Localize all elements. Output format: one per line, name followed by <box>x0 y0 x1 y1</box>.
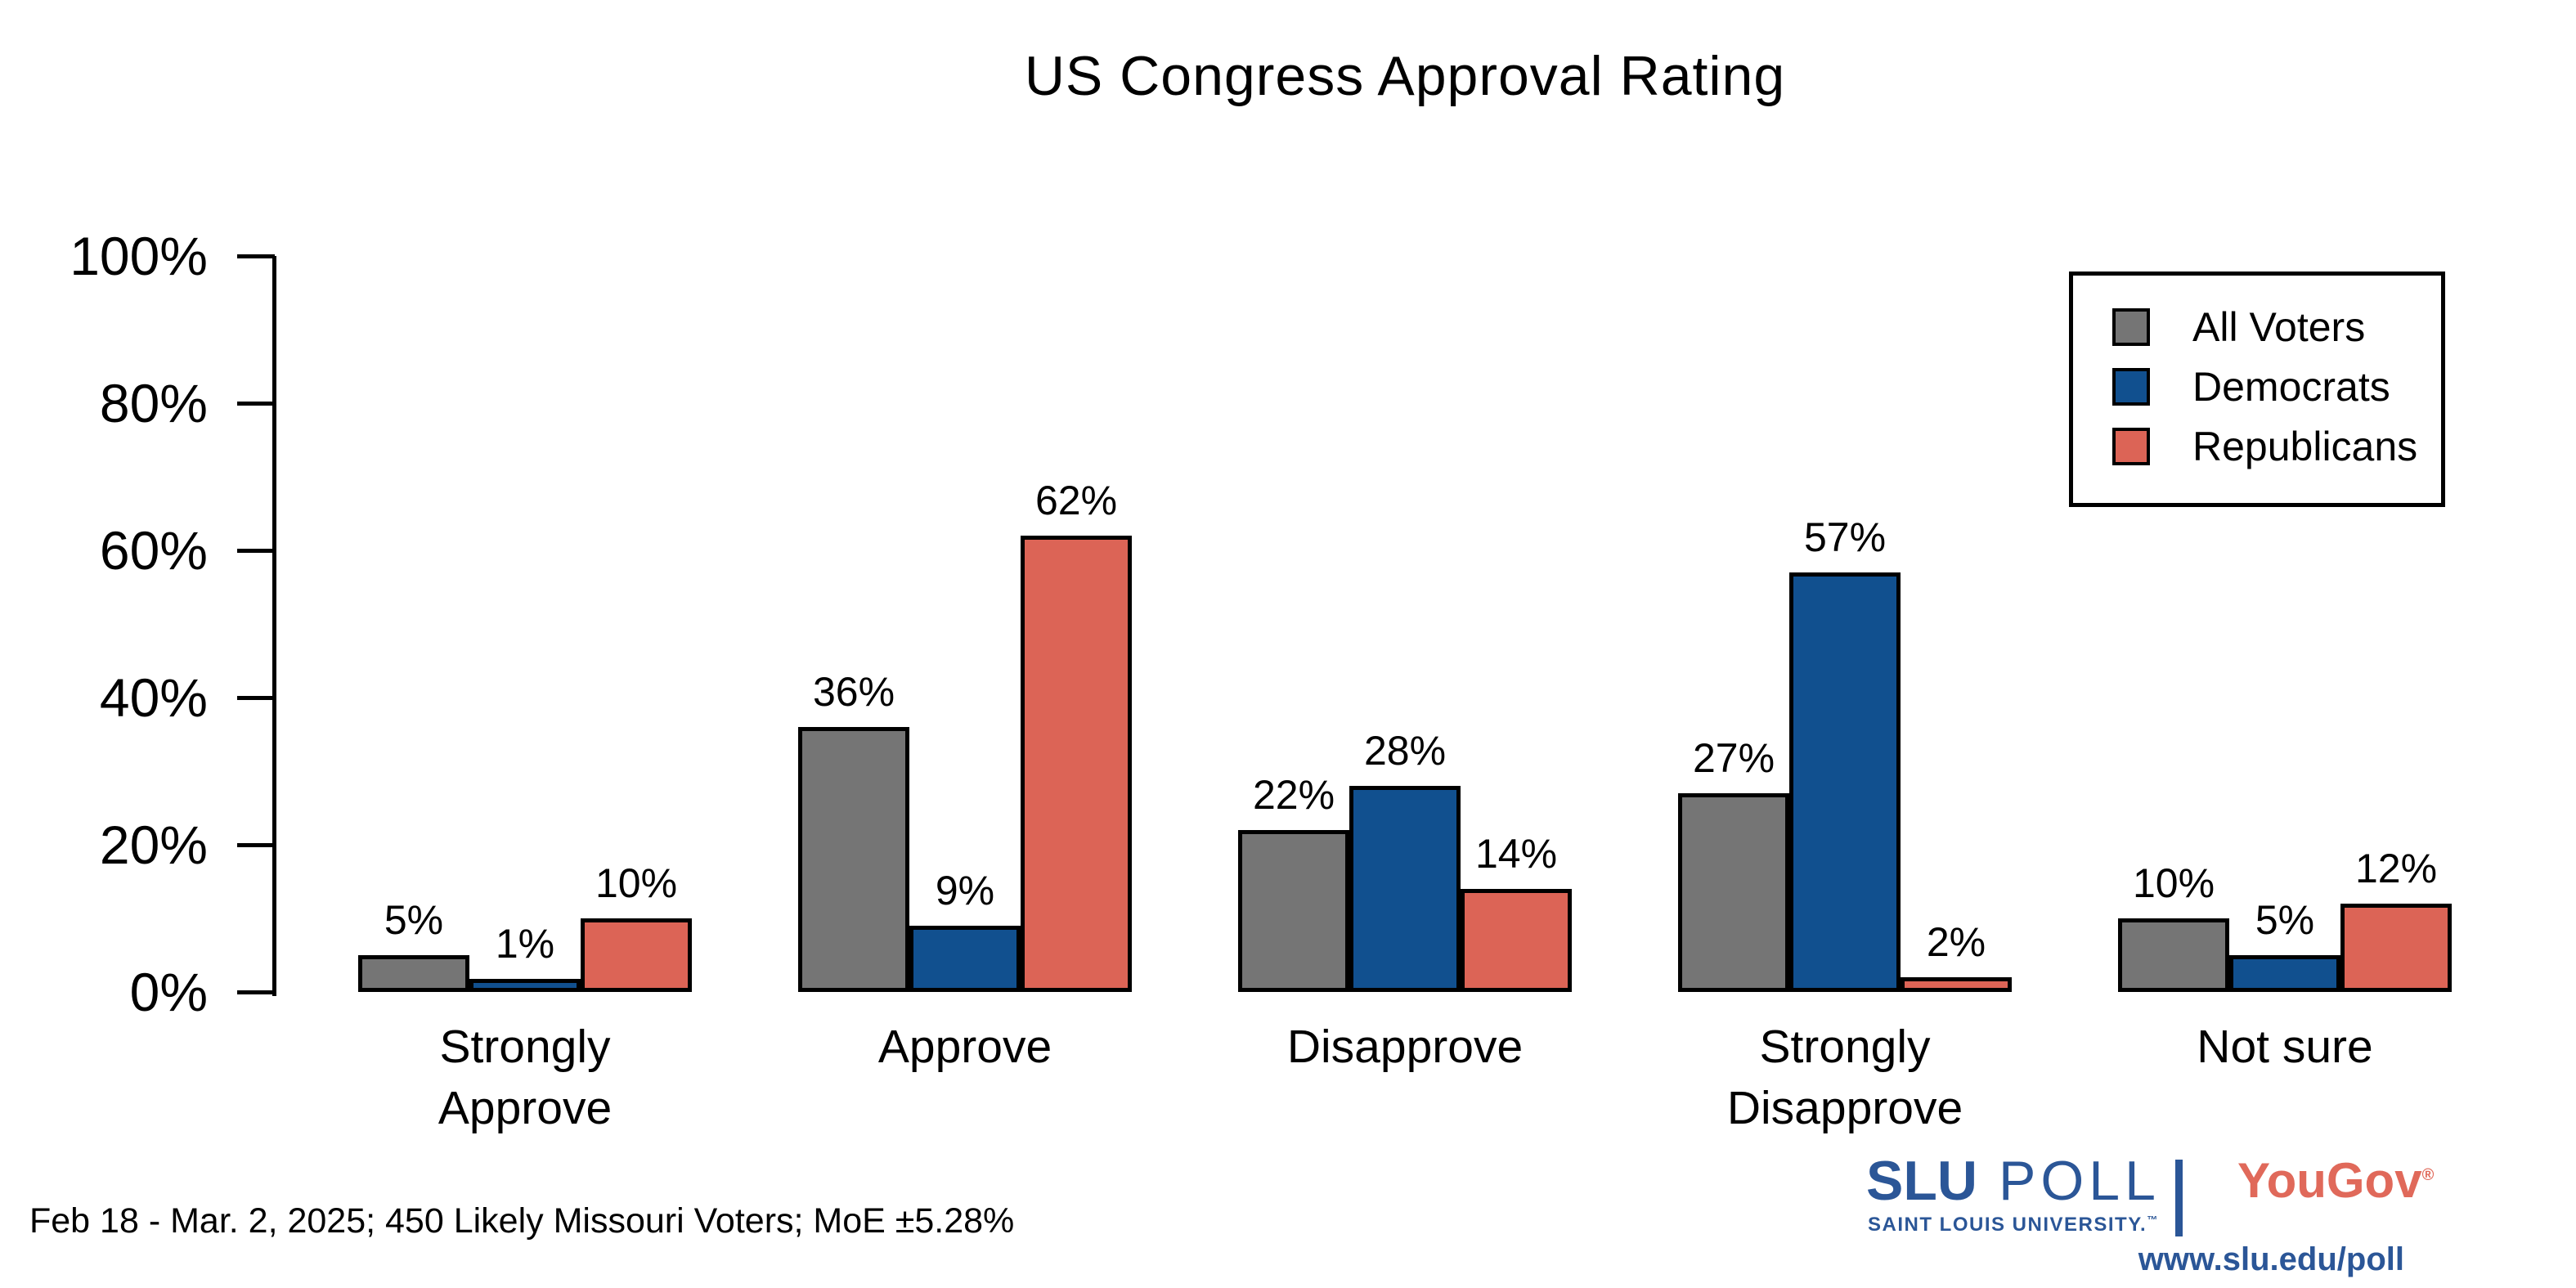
bar-value-label: 14% <box>1474 831 1558 877</box>
x-category-label: Approve <box>877 1021 1052 1073</box>
yougov-logo-text: YouGov <box>2237 1153 2422 1208</box>
y-tick-line <box>237 254 275 258</box>
y-tick-line <box>237 842 275 847</box>
logo-divider-bar <box>2175 1160 2183 1236</box>
y-tick-label: 60% <box>99 520 208 581</box>
saint-louis-university-text: SAINT LOUIS UNIVERSITY.™ <box>1868 1214 2159 1236</box>
slu-logo-text: SLU <box>1866 1150 1977 1212</box>
y-tick-line <box>237 695 275 700</box>
poll-website-url: www.slu.edu/poll <box>2138 1241 2404 1277</box>
poll-logo-text: POLL <box>1999 1150 2161 1212</box>
chart-title: US Congress Approval Rating <box>1024 45 1786 107</box>
y-tick-line <box>237 548 275 553</box>
x-category-label: Strongly Approve <box>438 1021 613 1135</box>
bar <box>1678 793 1789 992</box>
bar-value-label: 2% <box>1926 919 1986 965</box>
bar <box>2340 904 2452 992</box>
x-category-label: Not sure <box>2197 1021 2373 1073</box>
bar <box>1789 572 1901 992</box>
bar-value-label: 36% <box>812 669 895 715</box>
bar <box>581 918 692 992</box>
y-tick-line <box>237 990 275 994</box>
bar-value-label: 10% <box>2132 860 2215 906</box>
bar-value-label: 57% <box>1803 514 1887 560</box>
legend-item: Democrats <box>2112 364 2441 410</box>
survey-methodology-note: Feb 18 - Mar. 2, 2025; 450 Likely Missou… <box>29 1201 1015 1241</box>
bar <box>469 979 581 992</box>
y-tick-label: 80% <box>99 373 208 433</box>
bar-value-label: 27% <box>1692 735 1775 781</box>
y-tick-label: 100% <box>70 226 208 286</box>
yougov-logo: YouGov® <box>2237 1156 2434 1205</box>
bar <box>1461 889 1572 992</box>
y-tick-label: 20% <box>99 815 208 875</box>
legend-label: All Voters <box>2192 304 2366 350</box>
bar-value-label: 1% <box>495 921 555 967</box>
bar-value-label: 62% <box>1034 478 1118 523</box>
bar-value-label: 22% <box>1252 772 1335 818</box>
legend-item: All Voters <box>2112 304 2441 350</box>
bar-value-label: 9% <box>935 868 995 913</box>
bar-value-label: 5% <box>2255 897 2315 943</box>
legend-swatch <box>2112 368 2150 406</box>
bar-value-label: 28% <box>1363 728 1447 774</box>
bar-value-label: 10% <box>595 860 678 906</box>
bar <box>1349 786 1461 992</box>
legend-swatch <box>2112 428 2150 465</box>
bar <box>909 926 1021 992</box>
legend-item: Republicans <box>2112 424 2441 469</box>
bar <box>798 727 909 992</box>
bar <box>1021 536 1132 992</box>
bar <box>358 955 469 992</box>
slu-poll-logo: SLU POLL <box>1866 1153 2161 1209</box>
trademark-symbol: ™ <box>2147 1214 2159 1226</box>
y-axis-spine <box>272 256 276 996</box>
x-category-label: Disapprove <box>1286 1021 1524 1073</box>
legend-swatch <box>2112 308 2150 346</box>
bar-value-label: 5% <box>384 897 444 943</box>
bar <box>2118 918 2229 992</box>
registered-symbol: ® <box>2421 1166 2435 1184</box>
legend-label: Democrats <box>2192 364 2390 410</box>
x-category-label: Strongly Disapprove <box>1726 1021 1963 1135</box>
bar <box>1238 830 1349 992</box>
bar-value-label: 12% <box>2354 846 2438 891</box>
legend-label: Republicans <box>2192 424 2418 469</box>
y-tick-label: 0% <box>129 962 208 1022</box>
y-tick-label: 40% <box>99 667 208 728</box>
y-tick-line <box>237 401 275 406</box>
bar <box>1901 977 2012 992</box>
university-name: SAINT LOUIS UNIVERSITY. <box>1868 1214 2147 1236</box>
legend: All Voters Democrats Republicans <box>2069 272 2445 507</box>
bar <box>2229 955 2340 992</box>
